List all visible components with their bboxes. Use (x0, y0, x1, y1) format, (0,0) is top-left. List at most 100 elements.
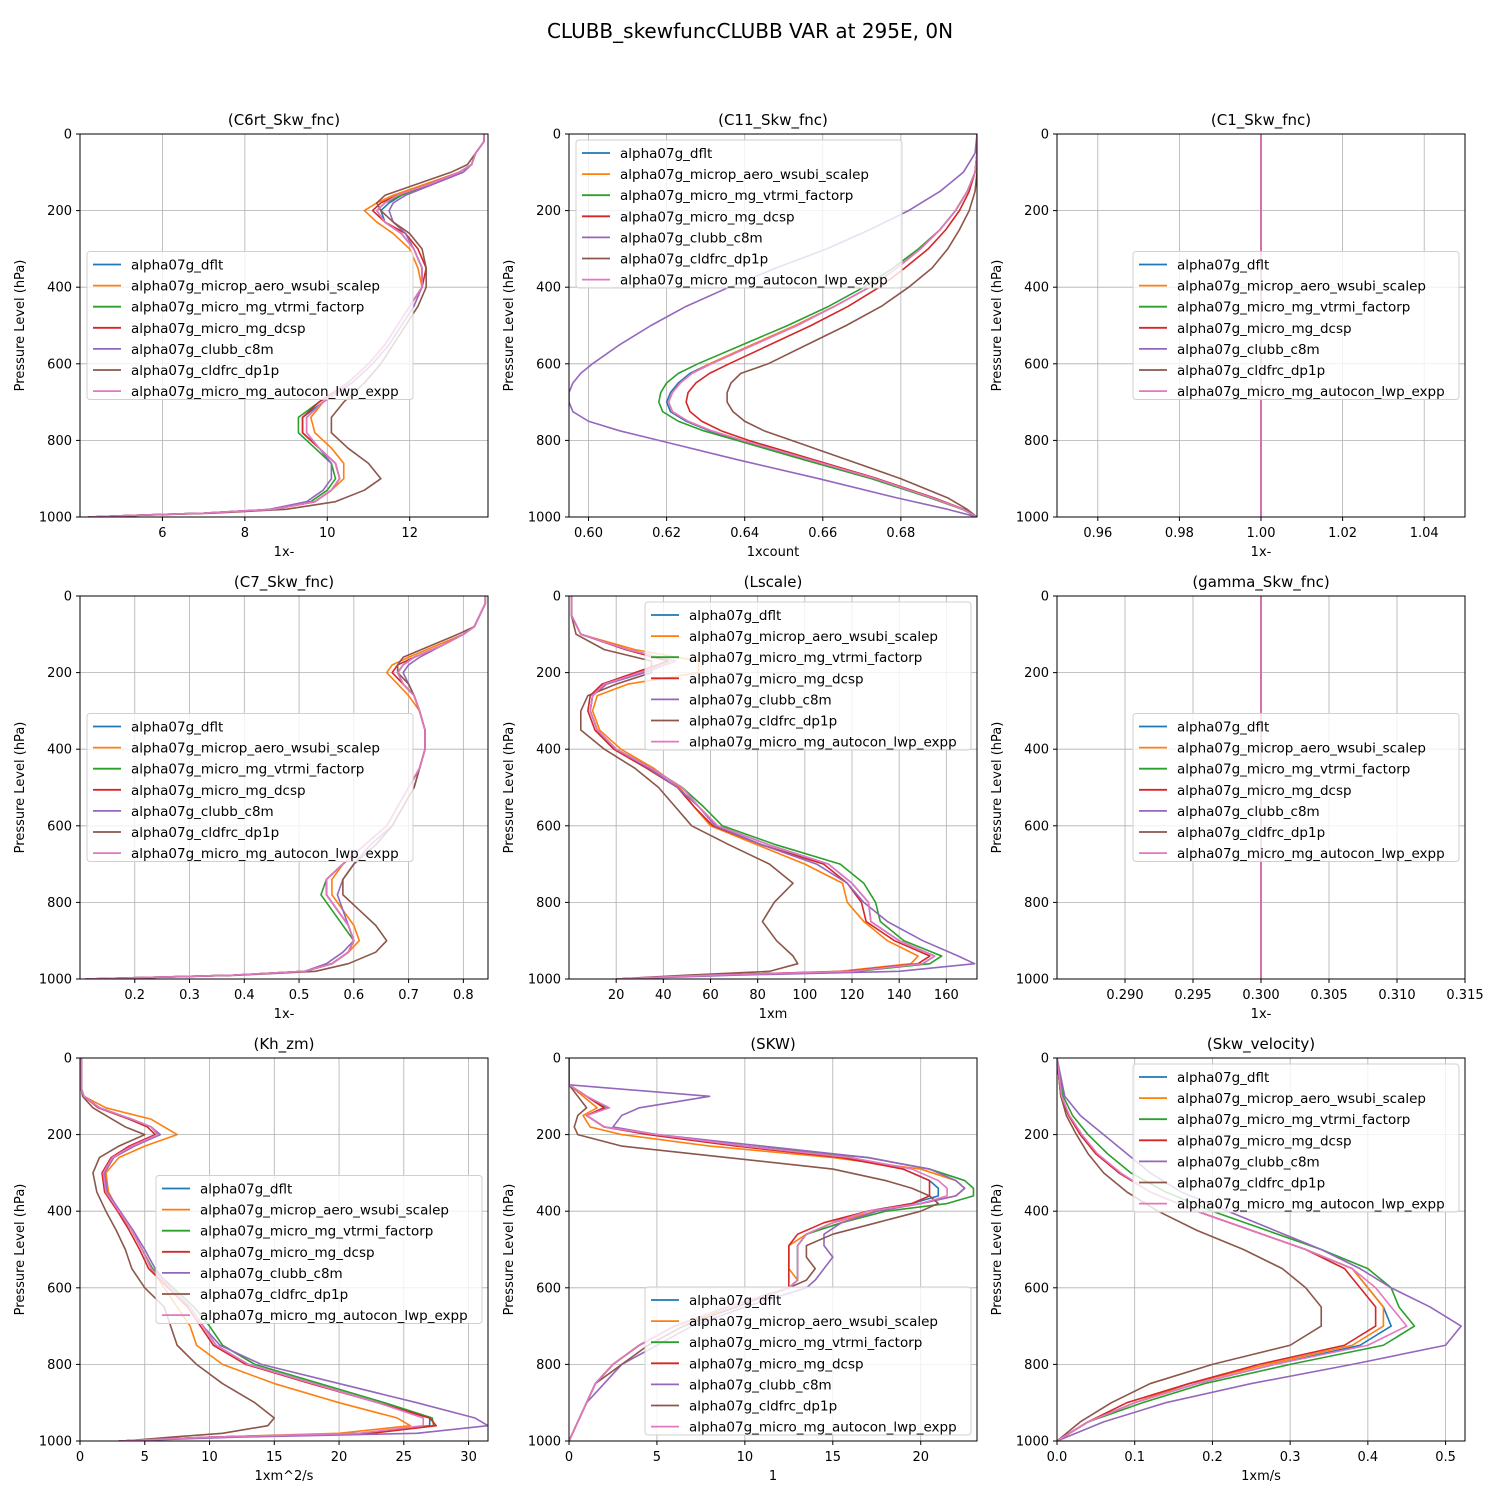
legend-entry: alpha07g_micro_mg_autocon_lwp_expp (131, 384, 399, 400)
x-axis-label: 1x- (1251, 545, 1272, 560)
legend-entry: alpha07g_micro_mg_vtrmi_factorp (200, 1224, 433, 1240)
x-axis-label: 1xcount (747, 545, 799, 560)
x-tick-label: 0.5 (1435, 1450, 1456, 1465)
x-tick-label: 40 (655, 988, 672, 1003)
legend-entry: alpha07g_cldfrc_dp1p (131, 363, 279, 379)
legend-entry: alpha07g_clubb_c8m (1177, 804, 1320, 820)
y-tick-label: 1000 (39, 973, 72, 988)
legend-entry: alpha07g_micro_mg_autocon_lwp_expp (1177, 1197, 1445, 1213)
x-tick-label: 15 (825, 1450, 842, 1465)
x-tick-label: 80 (749, 988, 766, 1003)
x-tick-label: 120 (840, 988, 865, 1003)
y-tick-label: 0 (64, 1052, 72, 1067)
y-tick-label: 400 (1024, 1205, 1049, 1220)
legend-entry: alpha07g_microp_aero_wsubi_scalep (200, 1203, 449, 1219)
legend-box (1132, 1063, 1460, 1213)
legend-entry: alpha07g_cldfrc_dp1p (689, 714, 837, 730)
x-tick-label: 0.8 (453, 988, 474, 1003)
subplot-7: 0 5 10 15 20 25 30 0 200 400 600 800 1000 (Kh_zm) 1xm^… (13, 1035, 489, 1484)
subplot-title: (C6rt_Skw_fnc) (228, 111, 340, 130)
subplot-2: 0.60 0.62 0.64 0.66 0.68 0 200 400 600 800 1000 (C1… (502, 111, 978, 560)
legend-entry: alpha07g_clubb_c8m (1177, 1154, 1320, 1170)
y-axis-label: Pressure Level (hPa) (502, 722, 517, 854)
legend: alpha07g_dflt alpha07g_microp_aero_wsubi_… (86, 713, 414, 862)
y-tick-label: 800 (536, 434, 561, 449)
y-axis-label: Pressure Level (hPa) (990, 722, 1005, 854)
y-tick-label: 200 (1024, 1128, 1049, 1143)
legend-entry: alpha07g_microp_aero_wsubi_scalep (689, 629, 938, 645)
legend-entry: alpha07g_micro_mg_dcsp (1177, 783, 1352, 799)
legend-entry: alpha07g_cldfrc_dp1p (689, 1399, 837, 1415)
x-tick-label: 140 (887, 988, 912, 1003)
x-tick-label: 60 (702, 988, 719, 1003)
legend-entry: alpha07g_microp_aero_wsubi_scalep (131, 279, 380, 295)
y-tick-label: 400 (47, 743, 72, 758)
legend-entry: alpha07g_micro_mg_vtrmi_factorp (620, 188, 853, 204)
x-tick-label: 30 (460, 1450, 477, 1465)
y-tick-label: 600 (1024, 1281, 1049, 1296)
legend-box (644, 1286, 972, 1436)
x-tick-label: 0.2 (1202, 1450, 1223, 1465)
y-tick-label: 800 (47, 896, 72, 911)
y-tick-label: 600 (536, 357, 561, 372)
y-tick-label: 0 (64, 590, 72, 605)
subplot-title: (Kh_zm) (253, 1035, 314, 1054)
legend-box (86, 251, 414, 400)
x-tick-label: 0.305 (1310, 988, 1347, 1003)
series-line-6 (85, 596, 487, 979)
legend-entry: alpha07g_microp_aero_wsubi_scalep (1177, 741, 1426, 757)
series-line-7 (1057, 1058, 1408, 1441)
x-axis-label: 1xm/s (1241, 1469, 1281, 1484)
legend-entry: alpha07g_micro_mg_autocon_lwp_expp (620, 273, 888, 289)
legend: alpha07g_dflt alpha07g_microp_aero_wsubi_… (575, 139, 903, 289)
legend-entry: alpha07g_cldfrc_dp1p (620, 252, 768, 268)
axes-frame (568, 595, 978, 980)
x-tick-label: 0.98 (1165, 526, 1194, 541)
legend-entry: alpha07g_micro_mg_autocon_lwp_expp (689, 1420, 957, 1436)
x-tick-label: 20 (912, 1450, 929, 1465)
x-axis-label: 1x- (274, 545, 295, 560)
legend-entry: alpha07g_cldfrc_dp1p (131, 825, 279, 841)
legend-entry: alpha07g_micro_mg_dcsp (1177, 1133, 1352, 1149)
y-tick-label: 800 (1024, 896, 1049, 911)
y-axis-label: Pressure Level (hPa) (13, 1184, 28, 1316)
legend-entry: alpha07g_micro_mg_dcsp (1177, 321, 1352, 337)
axes-frame (568, 1057, 978, 1442)
legend-entry: alpha07g_cldfrc_dp1p (1177, 1176, 1325, 1192)
y-tick-label: 400 (536, 743, 561, 758)
axes-frame (568, 133, 978, 518)
y-tick-label: 400 (1024, 743, 1049, 758)
x-tick-label: 100 (792, 988, 817, 1003)
axes-frame (79, 595, 489, 980)
x-tick-label: 0.66 (808, 526, 837, 541)
legend-entry: alpha07g_micro_mg_vtrmi_factorp (131, 762, 364, 778)
axes-frame (79, 133, 489, 518)
x-axis-label: 1xm (759, 1007, 788, 1022)
legend-entry: alpha07g_clubb_c8m (689, 692, 832, 708)
y-axis-label: Pressure Level (hPa) (990, 1184, 1005, 1316)
legend: alpha07g_dflt alpha07g_microp_aero_wsubi_… (1132, 713, 1460, 862)
y-tick-label: 400 (1024, 281, 1049, 296)
legend-entry: alpha07g_micro_mg_autocon_lwp_expp (131, 846, 399, 862)
subplot-6: 0.290 0.295 0.300 0.305 0.310 0.315 0 200 400 600… (990, 573, 1484, 1022)
y-tick-label: 800 (47, 434, 72, 449)
subplot-8: 0 5 10 15 2002004006008001000(SKW)1Pressure … (502, 1035, 978, 1484)
figure-title: CLUBB_skewfuncCLUBB VAR at 295E, 0N (547, 19, 953, 43)
y-tick-label: 0 (64, 128, 72, 143)
legend-entry: alpha07g_micro_mg_dcsp (620, 209, 795, 225)
legend-entry: alpha07g_micro_mg_autocon_lwp_expp (689, 735, 957, 751)
series-line-6 (726, 134, 977, 517)
x-tick-label: 0.290 (1106, 988, 1143, 1003)
legend-entry: alpha07g_micro_mg_vtrmi_factorp (131, 300, 364, 316)
legend-entry: alpha07g_clubb_c8m (200, 1266, 343, 1282)
x-tick-label: 20 (608, 988, 625, 1003)
x-tick-label: 15 (266, 1450, 283, 1465)
x-tick-label: 0 (76, 1450, 84, 1465)
legend-entry: alpha07g_dflt (1177, 258, 1269, 274)
legend-box (155, 1175, 483, 1324)
legend-entry: alpha07g_micro_mg_vtrmi_factorp (1177, 762, 1410, 778)
legend-entry: alpha07g_clubb_c8m (131, 342, 274, 358)
x-tick-label: 0.295 (1174, 988, 1211, 1003)
subplot-title: (C1_Skw_fnc) (1211, 111, 1311, 130)
y-tick-label: 600 (47, 357, 72, 372)
